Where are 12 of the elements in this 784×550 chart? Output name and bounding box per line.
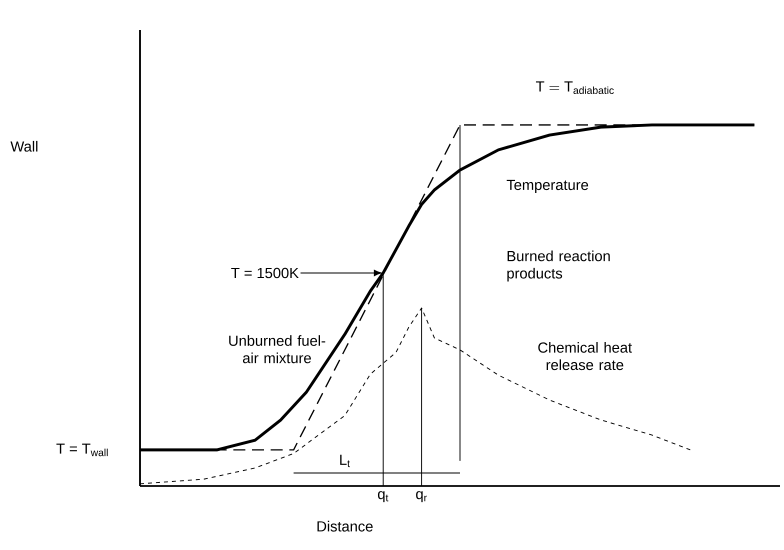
annotation: Temperature	[506, 180, 588, 193]
text: T = T$_{wall}$	[56, 444, 108, 456]
text: Wall	[10, 140, 38, 152]
x-tick-label: q$_{r}$	[416, 491, 427, 502]
annotation: $\mathrm{T=T}_{\mathrm{adiabatic}}$	[536, 81, 614, 94]
x-axis-title: Distance	[317, 520, 373, 532]
annotation: Unburned fuel-air mixture	[229, 335, 326, 364]
annotation: Chemical heat release rate	[538, 342, 632, 370]
annotation: Burned reaction products	[507, 250, 610, 282]
x-tick-label: q$_{t}$	[378, 491, 388, 502]
annotation: T = 1500K	[231, 268, 299, 278]
annotation: L$_{t}$	[340, 454, 350, 468]
